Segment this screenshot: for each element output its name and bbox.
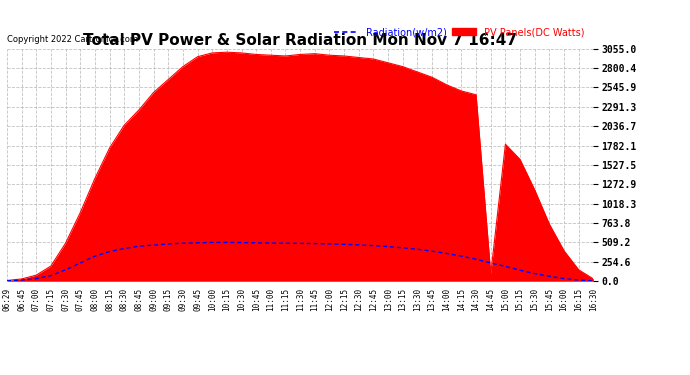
Text: Copyright 2022 Cartronics.com: Copyright 2022 Cartronics.com [7, 35, 138, 44]
Title: Total PV Power & Solar Radiation Mon Nov 7 16:47: Total PV Power & Solar Radiation Mon Nov… [83, 33, 517, 48]
Legend: Radiation(w/m2), PV Panels(DC Watts): Radiation(w/m2), PV Panels(DC Watts) [331, 23, 589, 41]
